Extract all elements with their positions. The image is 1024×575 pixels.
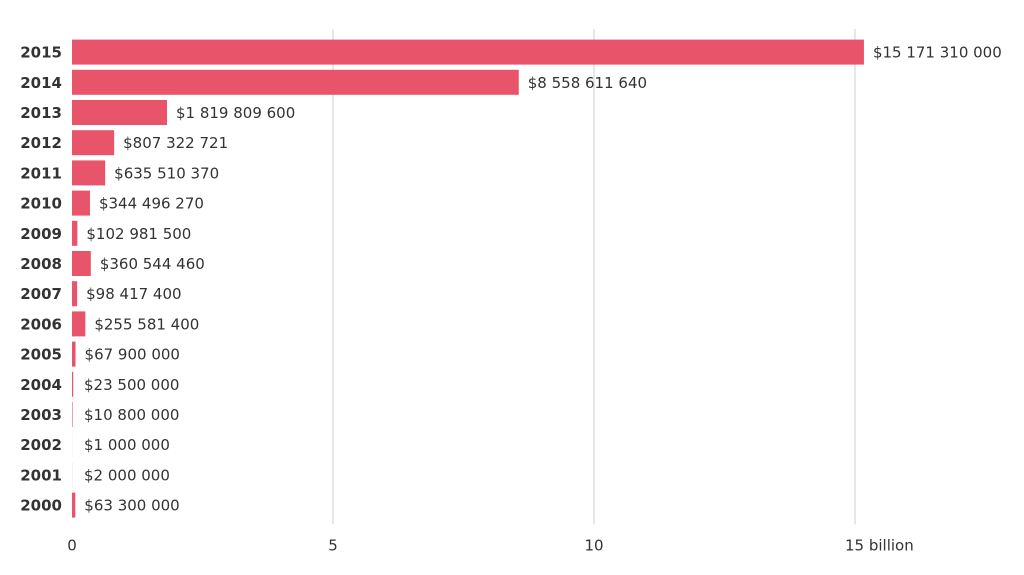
x-tick-label: 15 billion (845, 537, 914, 555)
value-label: $807 322 721 (123, 134, 228, 152)
value-label: $98 417 400 (86, 285, 181, 303)
x-tick-label: 10 (584, 537, 603, 555)
y-tick-label: 2006 (20, 315, 62, 333)
value-label: $10 800 000 (84, 406, 179, 424)
bar (72, 39, 864, 65)
y-tick-label: 2013 (20, 104, 62, 122)
y-tick-label: 2010 (20, 195, 62, 213)
y-tick-label: 2007 (20, 285, 62, 303)
value-label: $2 000 000 (84, 466, 170, 484)
bar (72, 69, 519, 95)
value-label: $255 581 400 (94, 315, 199, 333)
y-tick-label: 2002 (20, 436, 62, 454)
y-tick-label: 2001 (20, 466, 62, 484)
y-tick-label: 2011 (20, 164, 62, 182)
bar (72, 341, 76, 367)
x-tick-label: 0 (67, 537, 77, 555)
bar (72, 492, 76, 518)
bar (72, 160, 106, 186)
bar (72, 402, 73, 427)
value-label: $23 500 000 (84, 376, 179, 394)
x-tick-label: 5 (328, 537, 338, 555)
y-tick-label: 2012 (20, 134, 62, 152)
value-label: $360 544 460 (100, 255, 205, 273)
value-label: $63 300 000 (84, 497, 179, 515)
bar (72, 281, 78, 307)
y-tick-label: 2009 (20, 225, 62, 243)
value-label: $102 981 500 (86, 225, 191, 243)
bar (72, 251, 91, 276)
value-label: $1 000 000 (84, 436, 170, 454)
bar (72, 190, 90, 216)
value-label: $67 900 000 (85, 346, 180, 364)
y-tick-label: 2015 (20, 44, 62, 62)
bar (72, 130, 115, 156)
bar (72, 220, 78, 246)
y-tick-label: 2014 (20, 74, 62, 92)
value-label: $1 819 809 600 (176, 104, 295, 122)
y-tick-label: 2003 (20, 406, 62, 424)
bar (72, 311, 86, 337)
y-tick-label: 2008 (20, 255, 62, 273)
bar (72, 100, 167, 125)
y-tick-label: 2000 (20, 497, 62, 515)
value-label: $8 558 611 640 (528, 74, 647, 92)
value-label: $635 510 370 (114, 164, 219, 182)
bar (72, 371, 74, 397)
y-tick-label: 2005 (20, 346, 62, 364)
value-label: $15 171 310 000 (873, 44, 1002, 62)
y-tick-label: 2004 (20, 376, 62, 394)
value-label: $344 496 270 (99, 195, 204, 213)
